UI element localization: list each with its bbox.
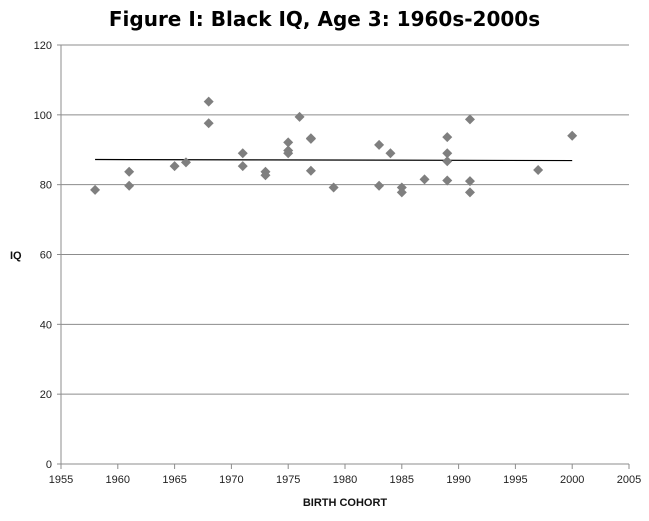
y-tick-label: 0 [46, 459, 52, 471]
x-tick-label: 1960 [106, 474, 130, 486]
x-tick-label: 2005 [617, 474, 641, 486]
data-point [442, 132, 453, 143]
data-point [374, 180, 385, 191]
data-point [169, 161, 180, 172]
data-point [567, 130, 578, 141]
data-point [464, 187, 475, 198]
data-point [203, 118, 214, 129]
data-point [237, 161, 248, 172]
x-tick-label: 1995 [503, 474, 527, 486]
data-point [533, 165, 544, 176]
y-tick-label: 40 [40, 319, 52, 331]
y-tick-label: 20 [40, 389, 52, 401]
x-tick-label: 1965 [162, 474, 186, 486]
data-point [180, 157, 191, 168]
trendline-group [95, 158, 573, 162]
x-tick-label: 1975 [276, 474, 300, 486]
data-point [124, 166, 135, 177]
x-tick-labels: 1955 1960 1965 1970 1975 1980 1985 1990 1995 2000… [49, 474, 641, 486]
chart-title: Figure I: Black IQ, Age 3: 1960s-2000s [108, 7, 541, 31]
data-point [203, 96, 214, 107]
x-tick-label: 1990 [446, 474, 470, 486]
data-points [90, 96, 578, 198]
data-point [283, 148, 294, 159]
y-tick-labels: 0 20 40 60 80 100 120 [34, 40, 52, 471]
data-point [305, 165, 316, 176]
x-tick-label: 1980 [333, 474, 357, 486]
data-point [294, 111, 305, 122]
data-point [260, 170, 271, 181]
data-point [385, 148, 396, 159]
data-point [442, 148, 453, 159]
x-axis-label: BIRTH COHORT [303, 497, 388, 509]
data-point [374, 139, 385, 150]
data-point [464, 176, 475, 187]
axes [57, 44, 630, 469]
data-point [396, 187, 407, 198]
data-point [124, 180, 135, 191]
data-point [442, 156, 453, 167]
gridlines [61, 44, 629, 395]
y-axis-label: IQ [10, 250, 22, 262]
data-point [305, 133, 316, 144]
data-point [237, 148, 248, 159]
x-tick-label: 1985 [390, 474, 414, 486]
y-tick-label: 60 [40, 250, 52, 262]
data-point [283, 137, 294, 148]
trendline [95, 158, 573, 162]
y-tick-label: 80 [40, 180, 52, 192]
data-point [328, 182, 339, 193]
data-point [442, 175, 453, 186]
x-tick-label: 1970 [219, 474, 243, 486]
x-tick-label: 1955 [49, 474, 73, 486]
data-point [464, 114, 475, 125]
data-point [90, 184, 101, 195]
data-point [419, 174, 430, 185]
y-tick-label: 120 [34, 40, 52, 52]
y-tick-label: 100 [34, 110, 52, 122]
x-tick-label: 2000 [560, 474, 584, 486]
